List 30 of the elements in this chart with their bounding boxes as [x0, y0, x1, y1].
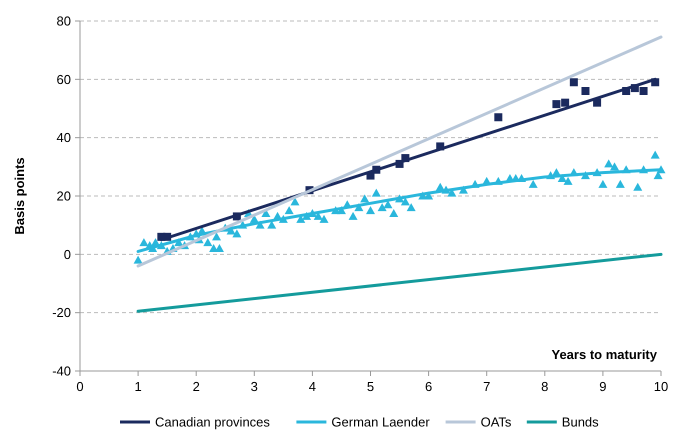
- legend-label: Bunds: [562, 414, 600, 430]
- y-tick-label: 80: [56, 14, 71, 28]
- x-tick-label: 0: [76, 379, 84, 394]
- x-axis-title: Years to maturity: [552, 347, 658, 362]
- y-axis-title: Basis points: [12, 157, 27, 235]
- legend-label: Canadian provinces: [155, 414, 270, 430]
- point: [494, 113, 502, 122]
- x-tick-label: 6: [424, 379, 432, 394]
- x-tick-label: 2: [192, 379, 200, 394]
- point: [640, 87, 648, 95]
- y-tick-label: -40: [52, 364, 71, 378]
- point: [581, 87, 590, 95]
- point: [552, 100, 560, 108]
- x-tick-label: 9: [599, 379, 607, 394]
- legend-label: German Laender: [331, 414, 430, 430]
- y-tick-label: 40: [56, 130, 71, 146]
- y-tick-label: 60: [56, 72, 71, 87]
- point: [561, 98, 570, 107]
- x-tick-label: 7: [483, 379, 490, 394]
- point: [570, 78, 578, 86]
- legend-label: OATs: [480, 414, 512, 430]
- y-tick-label: 20: [56, 188, 71, 204]
- y-tick-label: -20: [52, 305, 71, 320]
- x-tick-label: 3: [250, 379, 258, 394]
- x-tick-label: 1: [134, 379, 142, 394]
- x-tick-label: 10: [654, 379, 668, 394]
- x-tick-label: 4: [308, 379, 316, 394]
- x-tick-label: 5: [366, 379, 374, 394]
- x-tick-label: 8: [541, 379, 548, 394]
- y-tick-label: 0: [64, 246, 71, 262]
